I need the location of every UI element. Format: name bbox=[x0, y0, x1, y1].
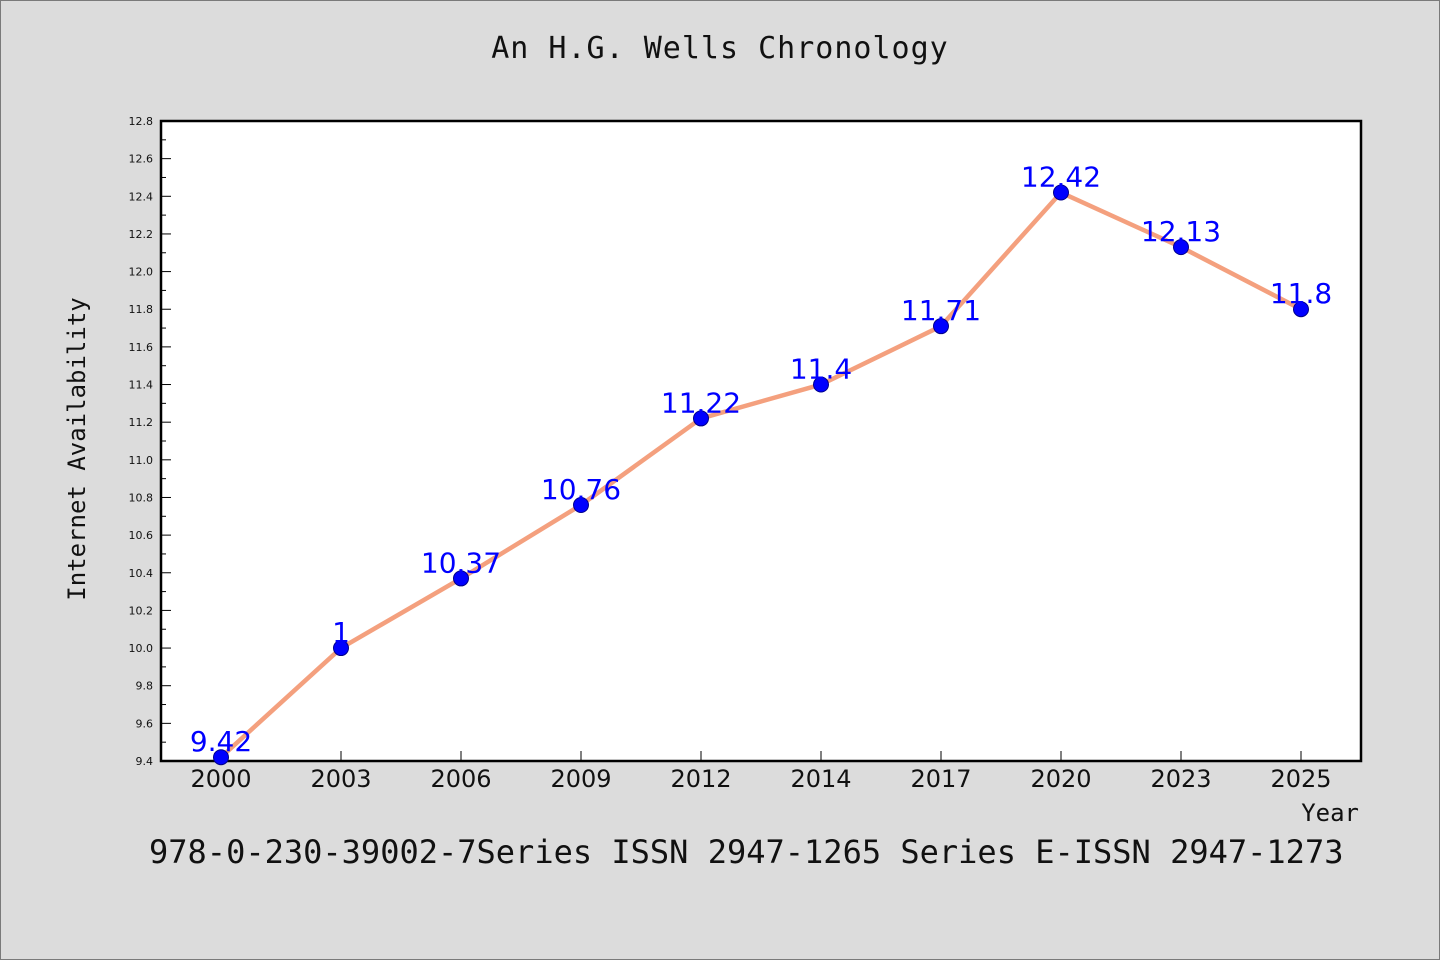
data-point bbox=[333, 640, 349, 657]
data-point bbox=[813, 376, 829, 393]
y-tick-label: 12.8 bbox=[129, 115, 154, 128]
data-point bbox=[933, 318, 949, 335]
data-label: 11.22 bbox=[661, 386, 741, 419]
x-tick-label: 2014 bbox=[790, 765, 851, 793]
y-tick-label: 9.6 bbox=[136, 717, 154, 730]
x-tick-label: 2006 bbox=[430, 765, 491, 793]
y-tick-label: 9.4 bbox=[136, 755, 154, 768]
x-tick-label: 2017 bbox=[910, 765, 971, 793]
data-label: 12.42 bbox=[1021, 161, 1101, 194]
data-label: 11.4 bbox=[790, 353, 852, 386]
data-label: 9.42 bbox=[190, 725, 252, 758]
data-point bbox=[453, 570, 469, 587]
y-tick-label: 10.6 bbox=[129, 529, 154, 542]
y-tick-label: 10.0 bbox=[129, 642, 154, 655]
data-point bbox=[1293, 301, 1309, 318]
data-point bbox=[573, 497, 589, 513]
x-tick-label: 2000 bbox=[190, 765, 251, 793]
y-tick-label: 11.8 bbox=[129, 303, 154, 316]
data-label: 12.13 bbox=[1141, 215, 1221, 248]
y-tick-label: 10.4 bbox=[129, 567, 154, 580]
data-point bbox=[693, 410, 709, 427]
y-tick-label: 9.8 bbox=[136, 680, 154, 693]
data-label: 1 bbox=[332, 616, 350, 649]
x-tick-label: 2025 bbox=[1270, 765, 1331, 793]
plot-area bbox=[159, 119, 1363, 763]
y-tick-label: 12.4 bbox=[129, 190, 154, 203]
y-tick-label: 11.0 bbox=[129, 454, 154, 467]
y-tick-label: 10.2 bbox=[129, 604, 154, 617]
series-line bbox=[218, 190, 1304, 760]
y-axis-label: Internet Availability bbox=[63, 297, 91, 600]
y-tick-label: 12.0 bbox=[129, 266, 154, 279]
data-point bbox=[1053, 184, 1069, 201]
x-axis-label: Year bbox=[1301, 799, 1359, 827]
x-tick-label: 2023 bbox=[1150, 765, 1211, 793]
x-tick-label: 2020 bbox=[1030, 765, 1091, 793]
y-tick-label: 11.2 bbox=[129, 416, 154, 429]
data-label: 10.76 bbox=[541, 473, 621, 506]
data-label: 11.8 bbox=[1270, 277, 1332, 310]
data-label: 11.71 bbox=[901, 294, 981, 327]
x-tick-label: 2003 bbox=[310, 765, 371, 793]
y-tick-label: 11.4 bbox=[129, 379, 154, 392]
x-tick-label: 2009 bbox=[550, 765, 611, 793]
data-point bbox=[1173, 239, 1189, 256]
footer-identifiers: 978-0-230-39002-7Series ISSN 2947-1265 S… bbox=[149, 833, 1344, 871]
y-tick-label: 12.6 bbox=[129, 153, 154, 166]
y-tick-label: 12.2 bbox=[129, 228, 154, 241]
chart-title: An H.G. Wells Chronology bbox=[491, 31, 949, 66]
y-tick-label: 11.6 bbox=[129, 341, 154, 354]
data-point bbox=[213, 749, 229, 766]
x-tick-label: 2012 bbox=[670, 765, 731, 793]
y-tick-label: 10.8 bbox=[129, 491, 154, 504]
data-label: 10.37 bbox=[421, 546, 501, 579]
